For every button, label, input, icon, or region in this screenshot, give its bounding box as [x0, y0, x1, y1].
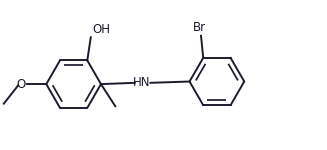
- Text: O: O: [16, 78, 26, 91]
- Text: HN: HN: [133, 76, 150, 89]
- Text: Br: Br: [193, 21, 206, 34]
- Text: OH: OH: [92, 23, 110, 36]
